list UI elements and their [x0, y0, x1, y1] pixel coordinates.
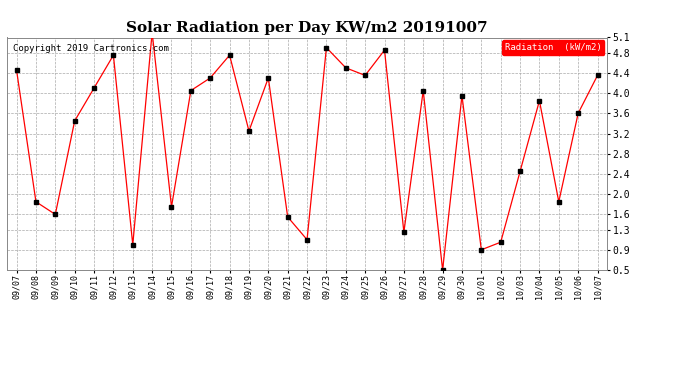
Title: Solar Radiation per Day KW/m2 20191007: Solar Radiation per Day KW/m2 20191007 [126, 21, 488, 35]
Legend: Radiation  (kW/m2): Radiation (kW/m2) [502, 40, 604, 55]
Text: Copyright 2019 Cartronics.com: Copyright 2019 Cartronics.com [13, 45, 169, 54]
